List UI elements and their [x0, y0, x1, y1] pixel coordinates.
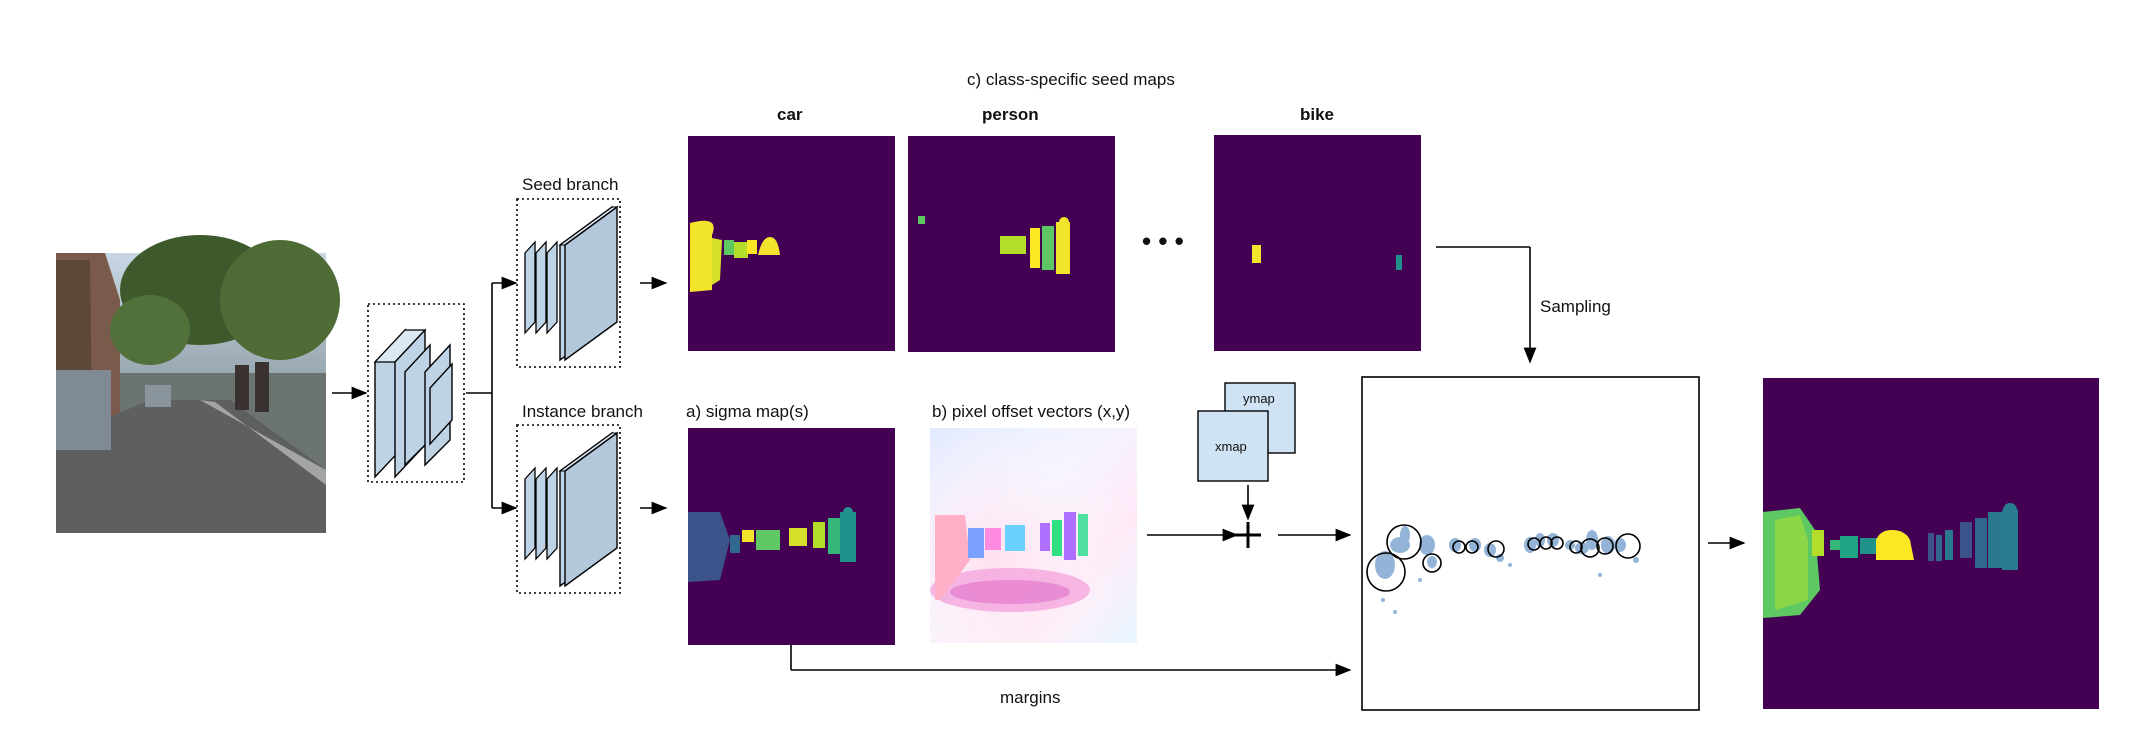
ellipsis-dots: • • • — [1142, 226, 1184, 256]
xmap-label: xmap — [1215, 439, 1247, 454]
instance-branch-decoder — [516, 424, 621, 594]
margins-label: margins — [1000, 688, 1061, 707]
clustering-panel — [1361, 376, 1700, 711]
instance-output-map — [1763, 378, 2099, 709]
encoder-block — [367, 303, 465, 483]
offset-vectors-label: b) pixel offset vectors (x,y) — [932, 402, 1131, 421]
seed-maps-title: c) class-specific seed maps — [967, 70, 1175, 89]
sampling-label: Sampling — [1540, 297, 1611, 316]
instance-branch-label: Instance branch — [522, 402, 643, 421]
sigma-map — [688, 428, 895, 645]
seed-map-bike — [1214, 135, 1421, 351]
flow-arrows — [332, 246, 1746, 677]
plus-icon — [1235, 522, 1261, 548]
seed-branch-decoder — [516, 198, 621, 368]
class-label-car: car — [777, 105, 803, 124]
seed-map-person — [908, 136, 1115, 352]
offset-maps-stack — [1197, 382, 1296, 482]
ymap-label: ymap — [1243, 391, 1275, 406]
sigma-map-label: a) sigma map(s) — [686, 402, 809, 421]
input-image — [56, 235, 340, 533]
class-label-bike: bike — [1300, 105, 1335, 124]
seed-map-car — [688, 136, 895, 351]
class-label-person: person — [982, 105, 1039, 124]
seed-branch-label: Seed branch — [522, 175, 619, 194]
offset-vector-map — [930, 428, 1137, 643]
